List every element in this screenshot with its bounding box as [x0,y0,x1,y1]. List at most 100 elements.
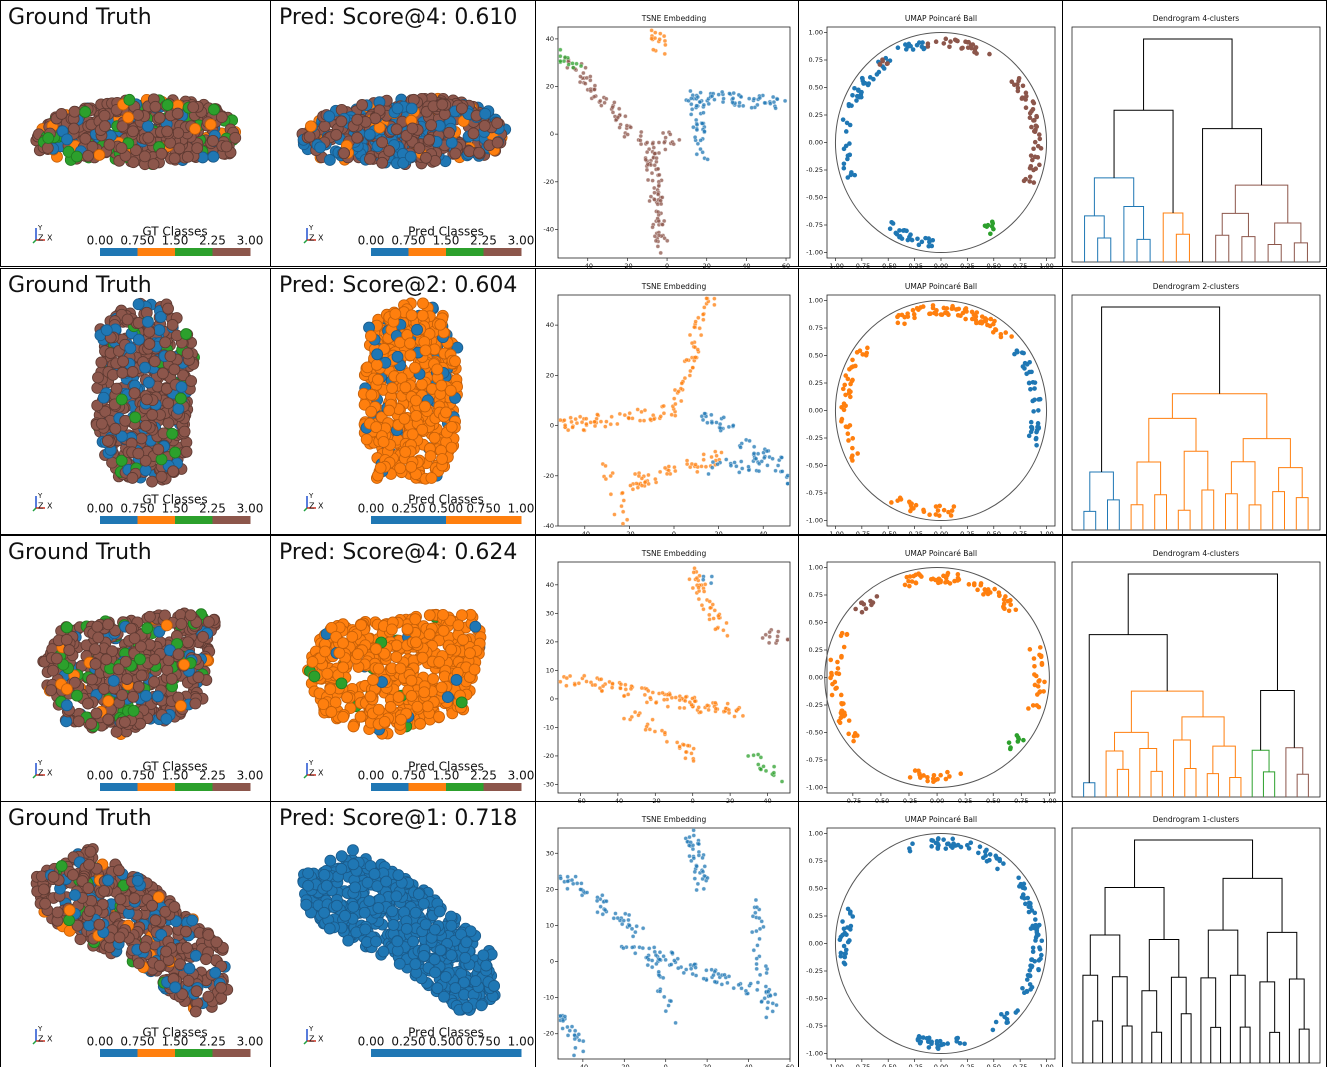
point [749,105,754,110]
point [841,407,847,413]
dendrogram-link [1201,489,1215,530]
point [615,115,621,120]
point [662,697,667,702]
point [425,119,438,132]
point [1027,110,1033,116]
y-tick-label: 40 [546,35,554,43]
colorbar-tick: 3.00 [237,234,264,248]
point [411,323,423,336]
point [691,746,696,751]
point [405,690,418,702]
point [974,320,979,326]
point [578,63,584,69]
point [305,120,317,133]
panel-title: Ground Truth [8,540,152,565]
point [1011,82,1017,88]
point [652,234,658,239]
point [351,113,364,126]
point [47,664,59,677]
point [658,31,663,36]
point [139,361,151,374]
point [1015,88,1021,94]
point [737,470,742,475]
point [449,355,461,368]
point [673,413,678,418]
point [558,58,563,64]
point [1037,645,1043,650]
point [410,409,423,422]
point [654,159,659,164]
point [665,238,670,243]
colorbar-segment [100,516,138,524]
x-tick-label: 40 [742,262,750,270]
point [187,101,200,114]
point [709,94,715,99]
point [951,504,957,509]
point [626,692,631,697]
plot-frame [557,26,791,259]
point [135,669,148,682]
point [856,87,861,93]
point [700,417,706,423]
point [68,122,80,135]
point [677,744,682,749]
y-tick-label: 0.25 [809,111,823,119]
point [738,445,743,450]
colorbar-tick: 0.750 [120,234,154,248]
point [102,695,115,708]
point [775,463,781,468]
point [858,94,864,100]
point [652,185,657,191]
point [603,463,608,469]
point [677,705,682,710]
point [620,521,626,526]
point [706,707,711,713]
point [646,472,651,478]
point [726,707,731,713]
point [947,44,952,50]
point [1020,364,1026,369]
point [848,172,854,178]
point [644,167,650,173]
point [416,309,429,322]
point [162,302,174,315]
point [724,620,729,626]
point [72,715,85,728]
y-tick-label: 0.50 [809,84,823,92]
x-tick-label: -20 [622,262,633,270]
point [842,382,848,388]
point [162,417,175,429]
point [709,574,714,579]
dendrogram-link [1136,461,1162,505]
x-tick-label: 60 [782,262,790,270]
point [1001,604,1006,609]
point [564,675,569,681]
point [168,152,181,165]
point [660,130,666,136]
point [917,771,922,776]
point [963,306,969,311]
point [668,132,673,137]
point [566,62,571,67]
point [610,681,615,686]
point [376,156,389,169]
point [622,412,627,418]
point [752,444,757,449]
plot-title: Dendrogram 4-clusters [1153,14,1240,23]
y-tick-label: -0.25 [806,434,823,442]
point [785,637,790,642]
point [207,150,220,163]
point [692,324,697,330]
point [712,608,717,613]
point [441,691,454,704]
point [621,498,626,503]
dendrogram-link [1267,243,1282,262]
point [119,414,132,427]
x-tick-label: -0.25 [906,530,923,538]
point [632,710,638,715]
point [706,101,711,107]
colorbar-tick: 3.00 [237,502,264,516]
point [180,445,193,458]
point [437,608,449,621]
point [132,680,145,693]
